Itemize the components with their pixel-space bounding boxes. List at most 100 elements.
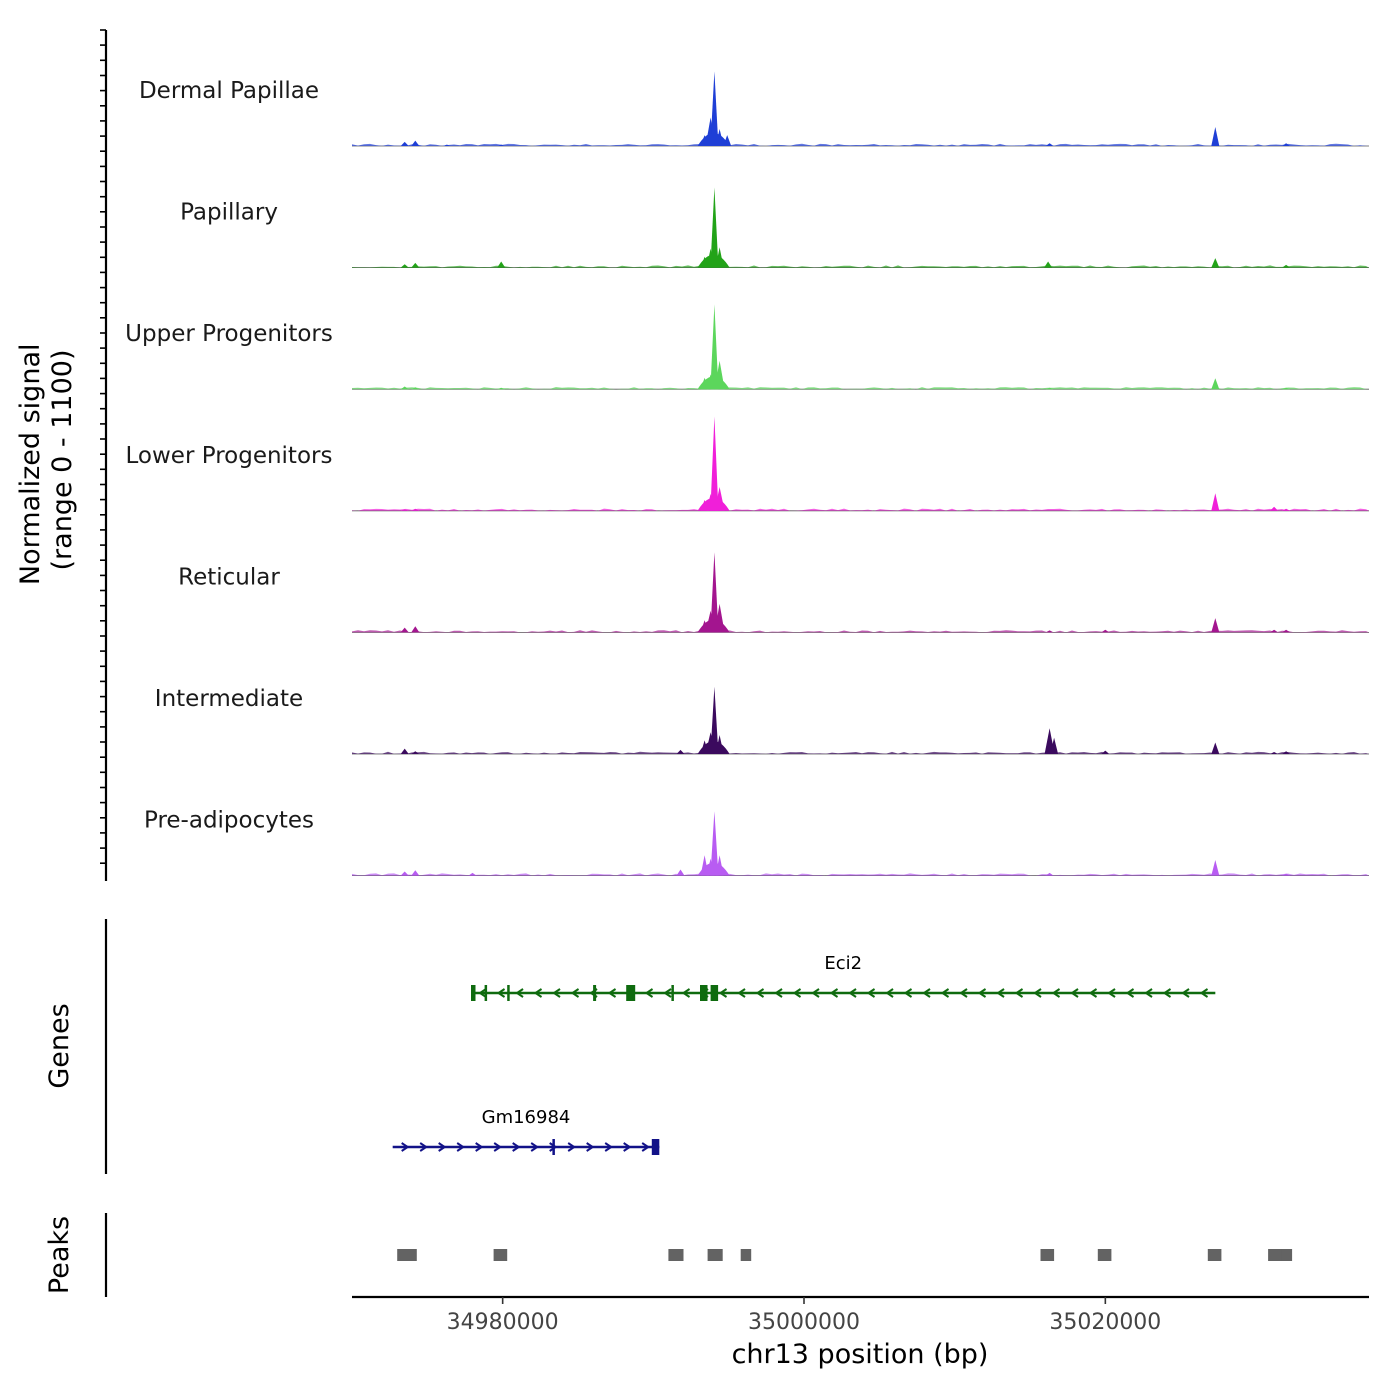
coverage-tracks: Dermal Papillae Papillary Upper Progenitor… [125, 71, 1369, 876]
strand-chevron [1181, 988, 1190, 998]
genes-panel-label: Genes [44, 1003, 75, 1088]
strand-chevron [552, 988, 561, 998]
exon [471, 985, 476, 1001]
strand-chevron [1125, 988, 1135, 998]
strand-chevron [438, 1142, 447, 1152]
peaks-panel-label: Peaks [44, 1216, 75, 1294]
strand-chevron [1070, 988, 1079, 998]
signal-peak [400, 386, 409, 390]
signal-peak [710, 187, 719, 268]
x-axis-ticks: 34980000 35000000 35020000 [447, 1297, 1161, 1335]
exon [651, 1139, 660, 1155]
strand-chevron [401, 1142, 410, 1152]
strand-chevron [959, 988, 968, 998]
signal-peak [442, 144, 451, 146]
strand-chevron [496, 988, 506, 998]
peak-region [1281, 1249, 1293, 1261]
track-label: Lower Progenitors [126, 443, 333, 469]
gene-label: Eci2 [824, 953, 862, 974]
signal-peak [1270, 629, 1279, 633]
signal-peak [1282, 629, 1291, 633]
signal-peak [710, 304, 719, 390]
signal-peak [400, 871, 409, 876]
x-axis-title: chr13 position (bp) [732, 1339, 989, 1370]
signal-peak [1270, 506, 1279, 511]
signal-peak [1045, 387, 1054, 390]
strand-chevron [866, 988, 876, 998]
peak-region [707, 1249, 723, 1261]
track-label: Pre-adipocytes [144, 808, 314, 834]
exon [671, 985, 674, 1001]
track: Lower Progenitors [126, 416, 1369, 512]
signal-peak [1282, 264, 1291, 268]
strand-chevron [493, 1142, 502, 1152]
signal-peak [411, 626, 420, 633]
signal-peak [1211, 258, 1220, 268]
exon [700, 985, 708, 1001]
strand-chevron [922, 988, 931, 998]
strand-chevron [903, 988, 913, 998]
gene-annotations: Eci2 Gm16984 [392, 953, 1216, 1155]
track-label: Dermal Papillae [139, 78, 319, 104]
signal-peak [1211, 493, 1220, 511]
gene-model: Gm16984 [392, 1107, 660, 1155]
signal-peak [400, 141, 409, 146]
signal-peak [676, 749, 685, 754]
peak-regions [397, 1249, 1293, 1261]
strand-chevron [663, 988, 672, 998]
strand-chevron [1088, 988, 1098, 998]
strand-chevron [1199, 988, 1209, 998]
strand-chevron [940, 988, 950, 998]
signal-peak [710, 416, 719, 511]
signal-peak-base [697, 741, 730, 754]
track: Papillary [180, 187, 1369, 269]
track: Reticular [178, 552, 1369, 633]
signal-peak [1282, 873, 1291, 876]
strand-chevron [848, 988, 857, 998]
peak-region [740, 1249, 752, 1261]
signal-axis-ticks [100, 29, 106, 865]
signal-peak [411, 387, 420, 390]
signal-peak [1211, 860, 1220, 876]
signal-peak [411, 140, 420, 146]
strand-chevron [1107, 988, 1116, 998]
x-tick-label: 35020000 [1049, 1310, 1161, 1335]
strand-chevron [419, 1142, 428, 1152]
strand-chevron [515, 988, 524, 998]
signal-peak [710, 811, 719, 876]
strand-chevron [1014, 988, 1024, 998]
signal-peak-base [697, 862, 730, 876]
track: Pre-adipocytes [144, 808, 1369, 876]
signal-peak [1211, 742, 1220, 754]
strand-chevron [533, 988, 543, 998]
strand-chevron [570, 988, 580, 998]
track-label: Reticular [178, 564, 280, 590]
exon [552, 1139, 555, 1155]
exon [484, 985, 488, 1001]
strand-chevron [737, 988, 746, 998]
signal-peak-base [697, 254, 730, 268]
strand-chevron [604, 1142, 613, 1152]
signal-peak [497, 387, 506, 390]
signal-peak [497, 261, 506, 268]
signal-peak [1045, 872, 1054, 876]
track: Dermal Papillae [139, 71, 1369, 147]
track-noise [352, 387, 1369, 390]
exon [710, 985, 719, 1001]
signal-peak [710, 71, 719, 146]
strand-chevron [1144, 988, 1153, 998]
strand-chevron [607, 988, 617, 998]
signal-peak [676, 869, 685, 876]
strand-chevron [641, 1142, 650, 1152]
signal-peak [468, 872, 477, 876]
signal-peak [400, 264, 409, 268]
peak-region [1268, 1249, 1285, 1261]
track-label: Upper Progenitors [125, 321, 333, 347]
exon [626, 985, 636, 1001]
exon [507, 985, 510, 1001]
y-axis-title: Normalized signal (range 0 - 1100) [15, 335, 78, 585]
signal-peak-base [697, 376, 730, 390]
track-noise [352, 630, 1369, 633]
signal-peak-base [697, 497, 730, 511]
